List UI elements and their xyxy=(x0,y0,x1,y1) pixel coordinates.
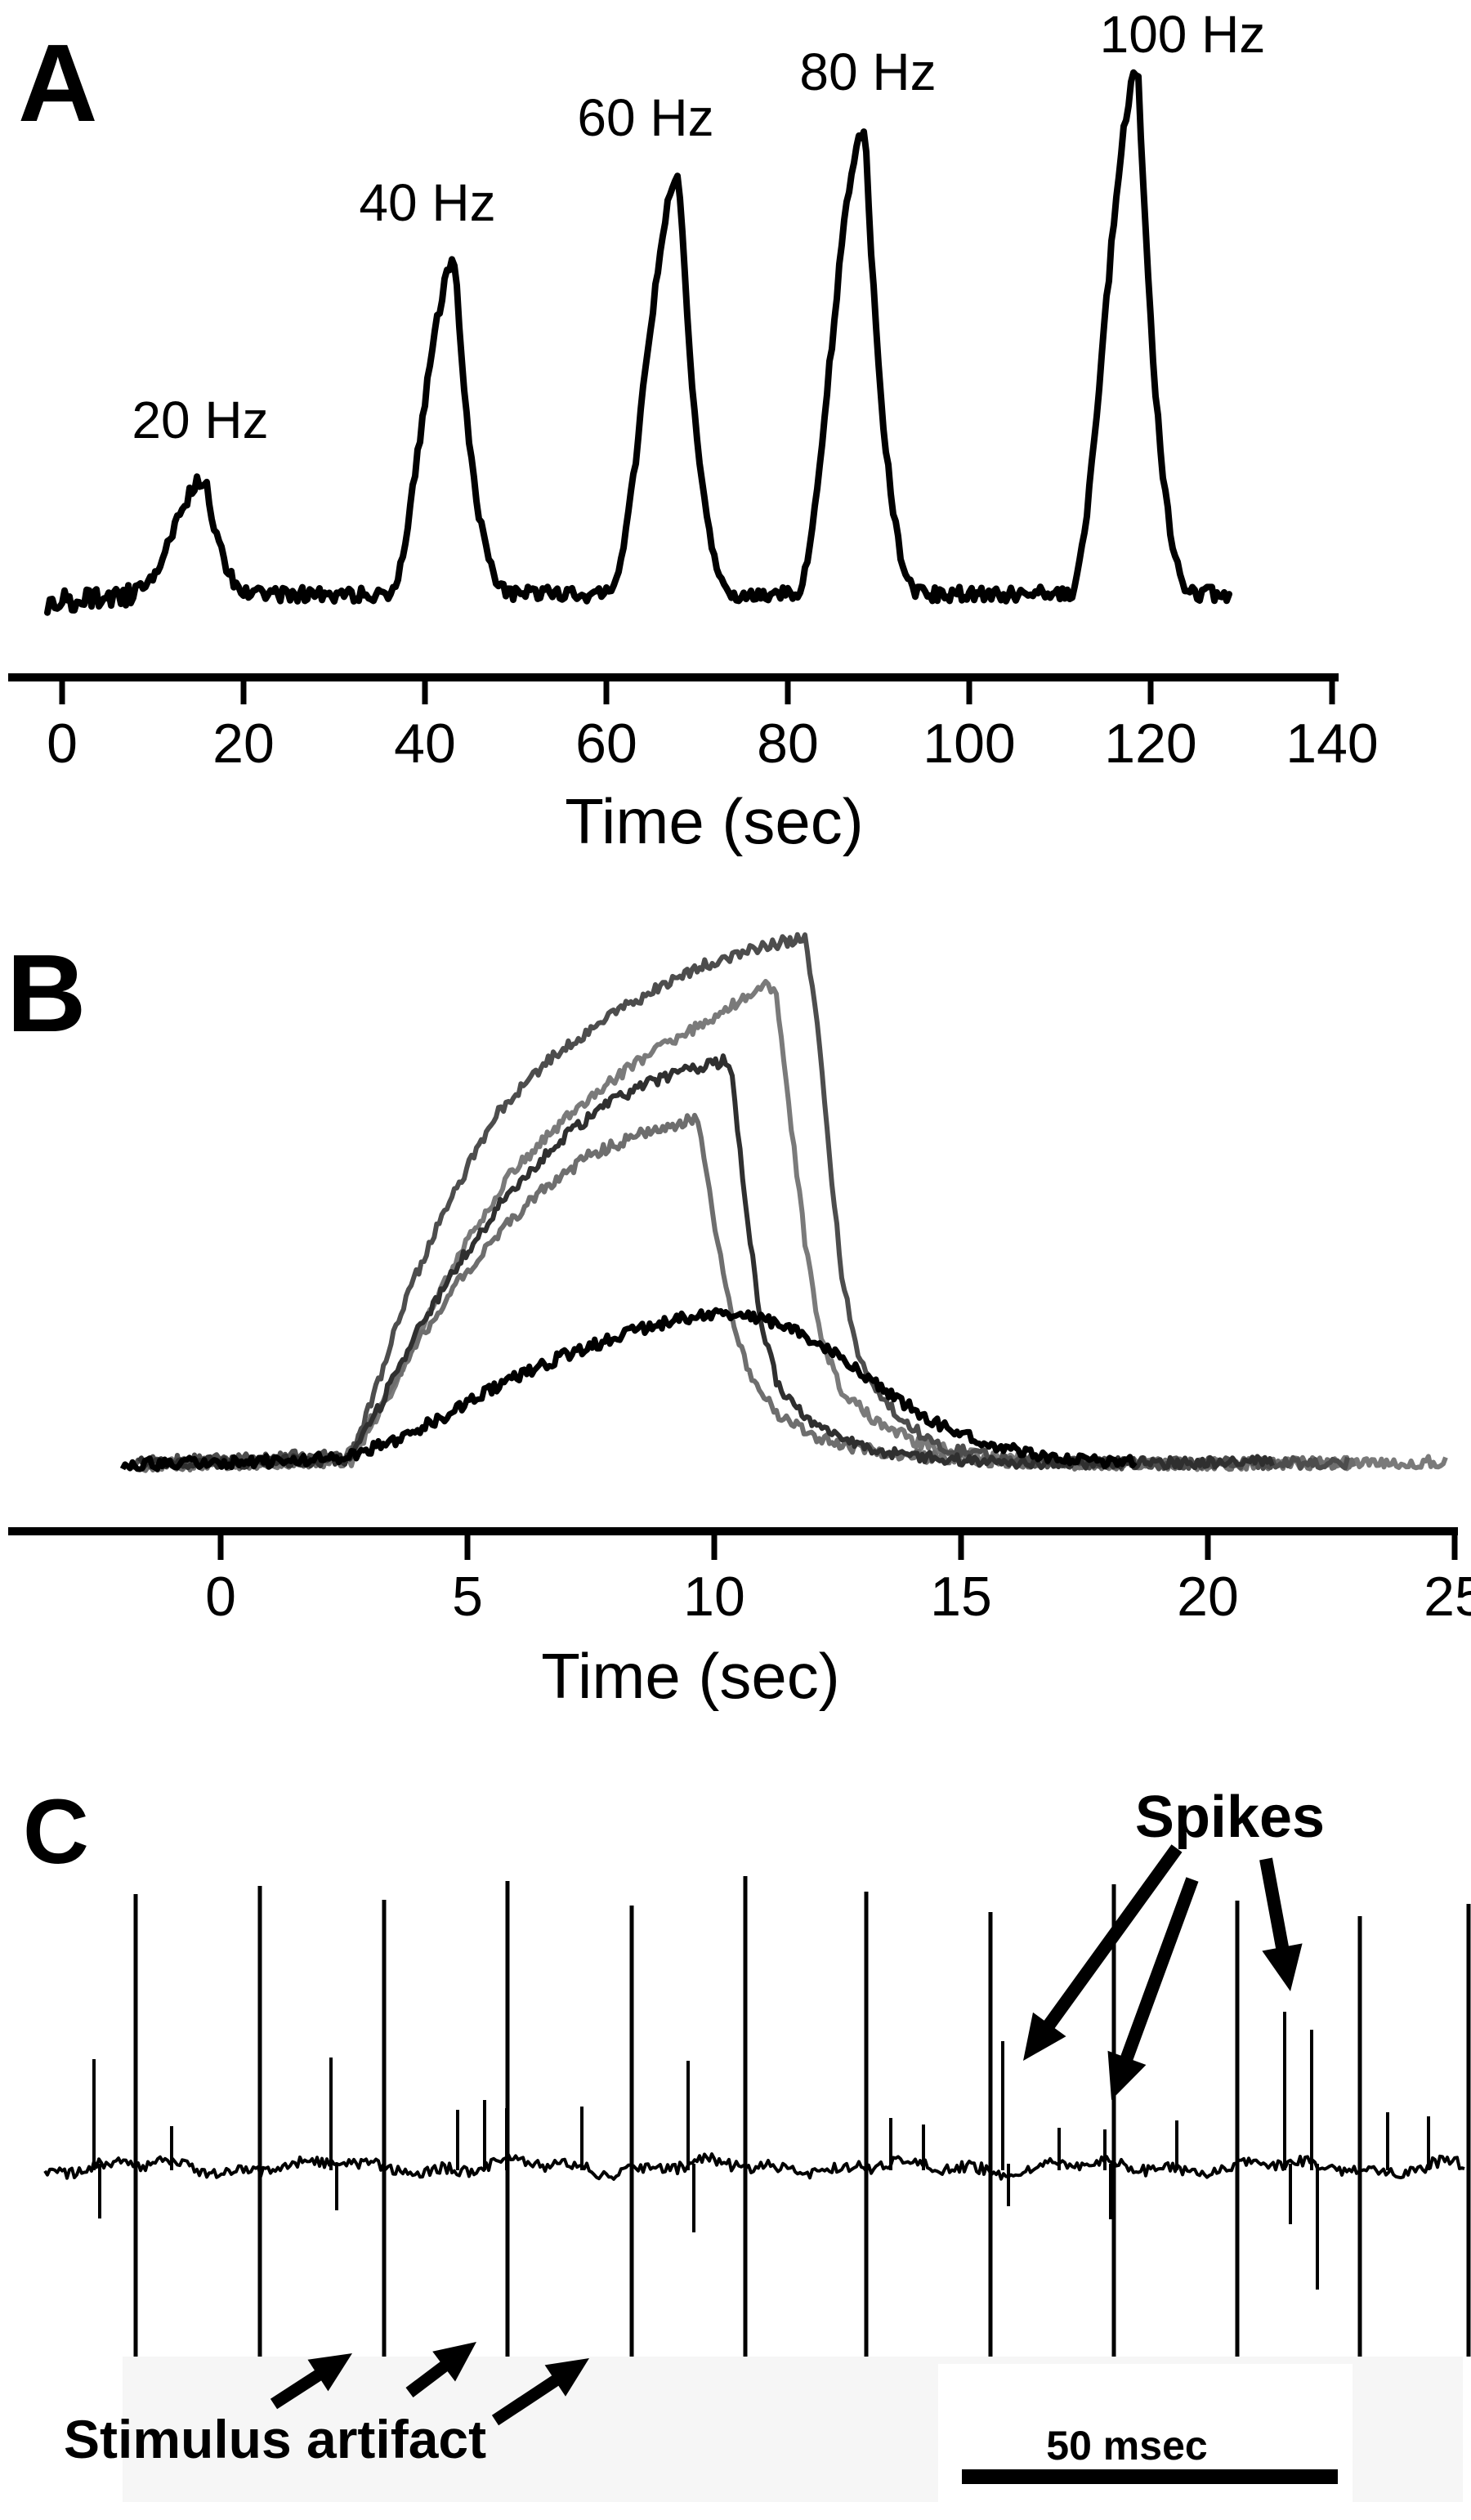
stimulus-frequency-label: 40 Hz xyxy=(359,173,496,232)
panel-a-x-tick-label: 140 xyxy=(1285,713,1379,775)
spikes-annotation-label: Spikes xyxy=(1134,1785,1326,1850)
panel-a-x-tick-label: 40 xyxy=(394,713,456,775)
panel-b-x-tick-label: 20 xyxy=(1177,1566,1239,1628)
panel-a-letter: A xyxy=(18,21,98,145)
panel-b-x-axis-tick xyxy=(1205,1534,1211,1560)
panel-a-trace xyxy=(44,69,1232,616)
panel-a-x-axis-title: Time (sec) xyxy=(565,785,864,857)
panel-c-letter: C xyxy=(23,1781,89,1883)
spikes-arrow xyxy=(1259,1857,1303,1991)
panel-a-x-tick-label: 60 xyxy=(575,713,637,775)
panel-b-trace-gray-darkest xyxy=(136,1053,1275,1471)
stimulus-frequency-label: 20 Hz xyxy=(132,391,269,449)
panel-b-trace-gray-dark xyxy=(128,932,1350,1472)
panel-b-x-axis-tick xyxy=(1451,1534,1458,1560)
stimulus-artifact-arrow xyxy=(405,2342,476,2397)
panel-b-x-tick-label: 0 xyxy=(205,1566,236,1628)
scalebar-label: 50 msec xyxy=(1046,2423,1208,2469)
panel-a-x-axis-tick xyxy=(59,680,65,704)
panel-a-x-axis-line xyxy=(8,673,1339,681)
stimulus-artifact-arrow xyxy=(491,2358,589,2426)
panel-a-x-axis-tick xyxy=(1329,680,1335,704)
stimulus-frequency-label: 100 Hz xyxy=(1099,5,1266,64)
panel-b-trace-gray-light xyxy=(145,979,1448,1472)
panel-b-trace-black-low-amplitude xyxy=(119,1307,1138,1472)
panel-a-x-tick-label: 20 xyxy=(212,713,275,775)
scale-bar xyxy=(962,2469,1338,2484)
panel-a-x-axis-tick xyxy=(422,680,428,704)
panel-b-x-axis-tick xyxy=(958,1534,964,1560)
panel-a-x-tick-label: 0 xyxy=(47,713,78,775)
panel-a-x-tick-label: 80 xyxy=(757,713,819,775)
panel-a-x-axis-tick xyxy=(240,680,247,704)
panel-b-x-tick-label: 25 xyxy=(1424,1566,1471,1628)
panel-b-x-axis-tick xyxy=(711,1534,718,1560)
panel-b-x-tick-label: 15 xyxy=(930,1566,992,1628)
stimulus-artifact-annotation-label: Stimulus artifact xyxy=(64,2409,487,2469)
panel-c-baseline-trace xyxy=(43,2152,1465,2181)
panel-a-x-axis-tick xyxy=(785,680,791,704)
spikes-arrow xyxy=(1023,1844,1183,2061)
stimulus-frequency-label: 80 Hz xyxy=(799,42,937,101)
panel-b-trace-gray-mid xyxy=(141,1112,1357,1473)
panel-b-x-axis-line xyxy=(8,1527,1458,1535)
panel-b-x-axis-tick xyxy=(217,1534,224,1560)
panel-a-x-tick-label: 120 xyxy=(1104,713,1197,775)
stimulus-frequency-label: 60 Hz xyxy=(577,88,714,147)
panel-b-x-tick-label: 5 xyxy=(452,1566,483,1628)
panel-b-x-tick-label: 10 xyxy=(683,1566,745,1628)
panel-b-letter: B xyxy=(7,932,87,1055)
panel-b-x-axis-tick xyxy=(464,1534,471,1560)
panel-a-x-axis-tick xyxy=(966,680,972,704)
panel-a-x-axis-tick xyxy=(1147,680,1154,704)
panel-a-x-axis-tick xyxy=(603,680,610,704)
spikes-arrow xyxy=(1107,1877,1199,2100)
panel-a-x-tick-label: 100 xyxy=(923,713,1016,775)
panel-b-x-axis-title: Time (sec) xyxy=(541,1640,840,1712)
stimulus-artifact-arrow xyxy=(270,2353,352,2410)
